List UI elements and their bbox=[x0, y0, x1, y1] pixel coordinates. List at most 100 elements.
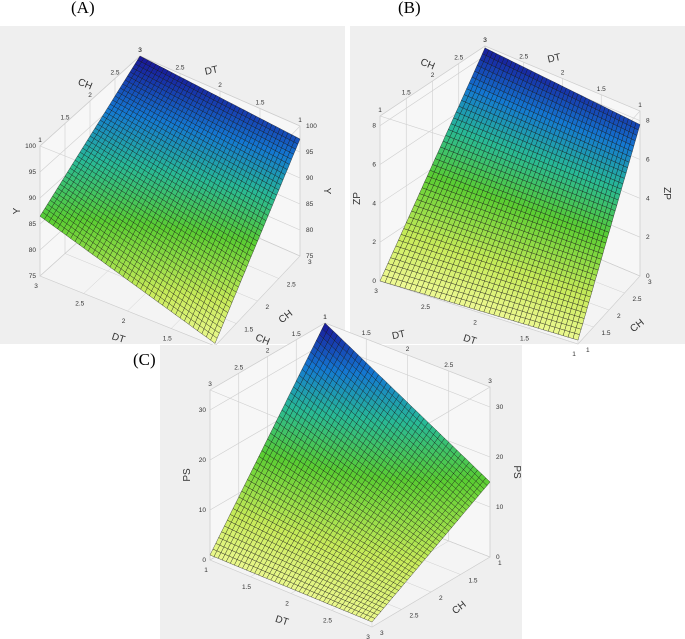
panel-b: 0 0 2 2 4 4 6 6 8 8 ZP ZP 3 2.5 2 1.5 1 DT 3 2.5 2 1.5 1 CH 1 1.5… bbox=[350, 26, 685, 358]
top-x-axis-label: DT bbox=[204, 64, 219, 78]
z-tick-right: 8 bbox=[646, 118, 650, 125]
z-tick-right: 20 bbox=[496, 454, 504, 461]
z-axis-label-left: Y bbox=[12, 207, 23, 214]
surface-cell bbox=[572, 332, 580, 341]
top-y-tick: 2.5 bbox=[110, 70, 119, 77]
top-y-tick: 1 bbox=[38, 137, 42, 144]
y-tick: 3 bbox=[308, 259, 312, 266]
top-x-tick: 1.5 bbox=[255, 100, 264, 107]
y-tick: 1 bbox=[586, 347, 590, 354]
z-tick-left: 95 bbox=[29, 169, 37, 176]
z-axis-label-right: PS bbox=[511, 465, 522, 479]
z-tick-left: 4 bbox=[372, 200, 376, 207]
z-tick-left: 75 bbox=[29, 273, 37, 280]
surface-mesh bbox=[39, 55, 301, 344]
y-tick: 3 bbox=[648, 279, 652, 286]
x-tick: 3 bbox=[374, 288, 378, 295]
y-tick: 1 bbox=[498, 560, 502, 567]
x-tick: 3 bbox=[366, 634, 370, 639]
z-tick-left: 20 bbox=[199, 457, 207, 464]
x-tick: 2 bbox=[473, 320, 477, 327]
top-x-tick: 2.5 bbox=[519, 53, 528, 60]
z-axis-label-right: Y bbox=[321, 188, 332, 195]
top-y-tick: 3 bbox=[483, 37, 487, 44]
top-x-tick: 2.5 bbox=[175, 65, 184, 72]
z-tick-left: 30 bbox=[199, 407, 207, 414]
x-tick: 2.5 bbox=[75, 301, 84, 308]
z-tick-right: 100 bbox=[306, 123, 317, 130]
z-axis-label-left: PS bbox=[182, 468, 193, 482]
z-tick-left: 100 bbox=[25, 143, 36, 150]
x-tick: 1.5 bbox=[163, 336, 172, 343]
surface-cell bbox=[210, 334, 218, 344]
y-axis-label: CH bbox=[277, 308, 295, 326]
top-y-tick: 1 bbox=[378, 107, 382, 114]
top-x-tick: 2 bbox=[561, 70, 565, 77]
y-tick: 1.5 bbox=[602, 330, 611, 337]
z-axis-label-right: ZP bbox=[661, 187, 672, 200]
top-y-tick: 3 bbox=[138, 47, 142, 54]
top-x-tick: 3 bbox=[138, 47, 142, 54]
z-tick-left: 8 bbox=[372, 123, 376, 130]
floor-gridline bbox=[577, 275, 641, 345]
top-x-tick: 1.5 bbox=[597, 86, 606, 93]
z-tick-right: 4 bbox=[646, 195, 650, 202]
x-tick: 1 bbox=[572, 351, 576, 358]
z-tick-left: 85 bbox=[29, 221, 37, 228]
z-tick-right: 95 bbox=[306, 149, 314, 156]
x-tick: 2 bbox=[285, 601, 289, 608]
z-tick-left: 0 bbox=[202, 557, 206, 564]
x-tick: 3 bbox=[34, 283, 38, 290]
top-y-tick: 2 bbox=[88, 92, 92, 99]
x-axis-label: DT bbox=[110, 331, 126, 346]
z-tick-right: 85 bbox=[306, 201, 314, 208]
y-tick: 2.5 bbox=[633, 296, 642, 303]
panel-c: 0 0 10 10 20 20 30 30 PS PS 1 1.5 2 2.5 3 DT 1 1.5 2 2.5 3 CH… bbox=[160, 314, 522, 639]
top-y-tick: 2.5 bbox=[454, 55, 463, 62]
surface-mesh bbox=[209, 322, 491, 623]
panel-a: 75758080858590909595100100YY32.521.51DT3… bbox=[0, 26, 345, 360]
z-tick-left: 2 bbox=[372, 239, 376, 246]
x-tick: 2.5 bbox=[421, 304, 430, 311]
z-tick-left: 6 bbox=[372, 162, 376, 169]
z-tick-left: 10 bbox=[199, 507, 207, 514]
z-tick-left: 90 bbox=[29, 195, 37, 202]
z-tick-right: 30 bbox=[496, 404, 504, 411]
surface-mesh bbox=[379, 47, 641, 341]
top-y-axis-label: CH bbox=[76, 77, 94, 93]
floor-gridline bbox=[214, 255, 301, 347]
z-tick-right: 75 bbox=[306, 253, 314, 260]
z-tick-right: 10 bbox=[496, 504, 504, 511]
top-y-tick: 2 bbox=[431, 72, 435, 79]
top-x-tick: 2 bbox=[218, 82, 222, 89]
x-axis-label: DT bbox=[462, 333, 478, 348]
x-tick: 2.5 bbox=[323, 617, 332, 624]
z-tick-left: 80 bbox=[29, 247, 37, 254]
z-tick-left: 0 bbox=[372, 278, 376, 285]
top-x-tick: 1 bbox=[298, 117, 302, 124]
z-tick-right: 2 bbox=[646, 234, 650, 241]
panel-label-a: (A) bbox=[71, 0, 95, 17]
floor-gridline bbox=[371, 556, 491, 628]
surface-cell bbox=[367, 616, 376, 623]
y-tick: 2 bbox=[617, 313, 621, 320]
y-tick: 1.5 bbox=[469, 578, 478, 585]
top-y-tick: 1.5 bbox=[402, 90, 411, 97]
top-y-axis-label: CH bbox=[419, 57, 437, 73]
top-x-tick: 3 bbox=[483, 37, 487, 44]
z-tick-right: 0 bbox=[646, 273, 650, 280]
z-tick-right: 6 bbox=[646, 157, 650, 164]
x-tick: 1.5 bbox=[242, 584, 251, 591]
y-axis-label: CH bbox=[628, 317, 646, 335]
z-tick-right: 0 bbox=[496, 554, 500, 561]
y-tick: 2 bbox=[266, 304, 270, 311]
z-tick-right: 90 bbox=[306, 175, 314, 182]
y-tick: 2.5 bbox=[287, 282, 296, 289]
surface-chart-a: 75758080858590909595100100YY32.521.51DT3… bbox=[12, 47, 332, 360]
top-x-tick: 1 bbox=[638, 102, 642, 109]
x-tick: 1.5 bbox=[520, 335, 529, 342]
x-tick: 1 bbox=[204, 567, 208, 574]
panel-label-c: (C) bbox=[133, 350, 156, 369]
